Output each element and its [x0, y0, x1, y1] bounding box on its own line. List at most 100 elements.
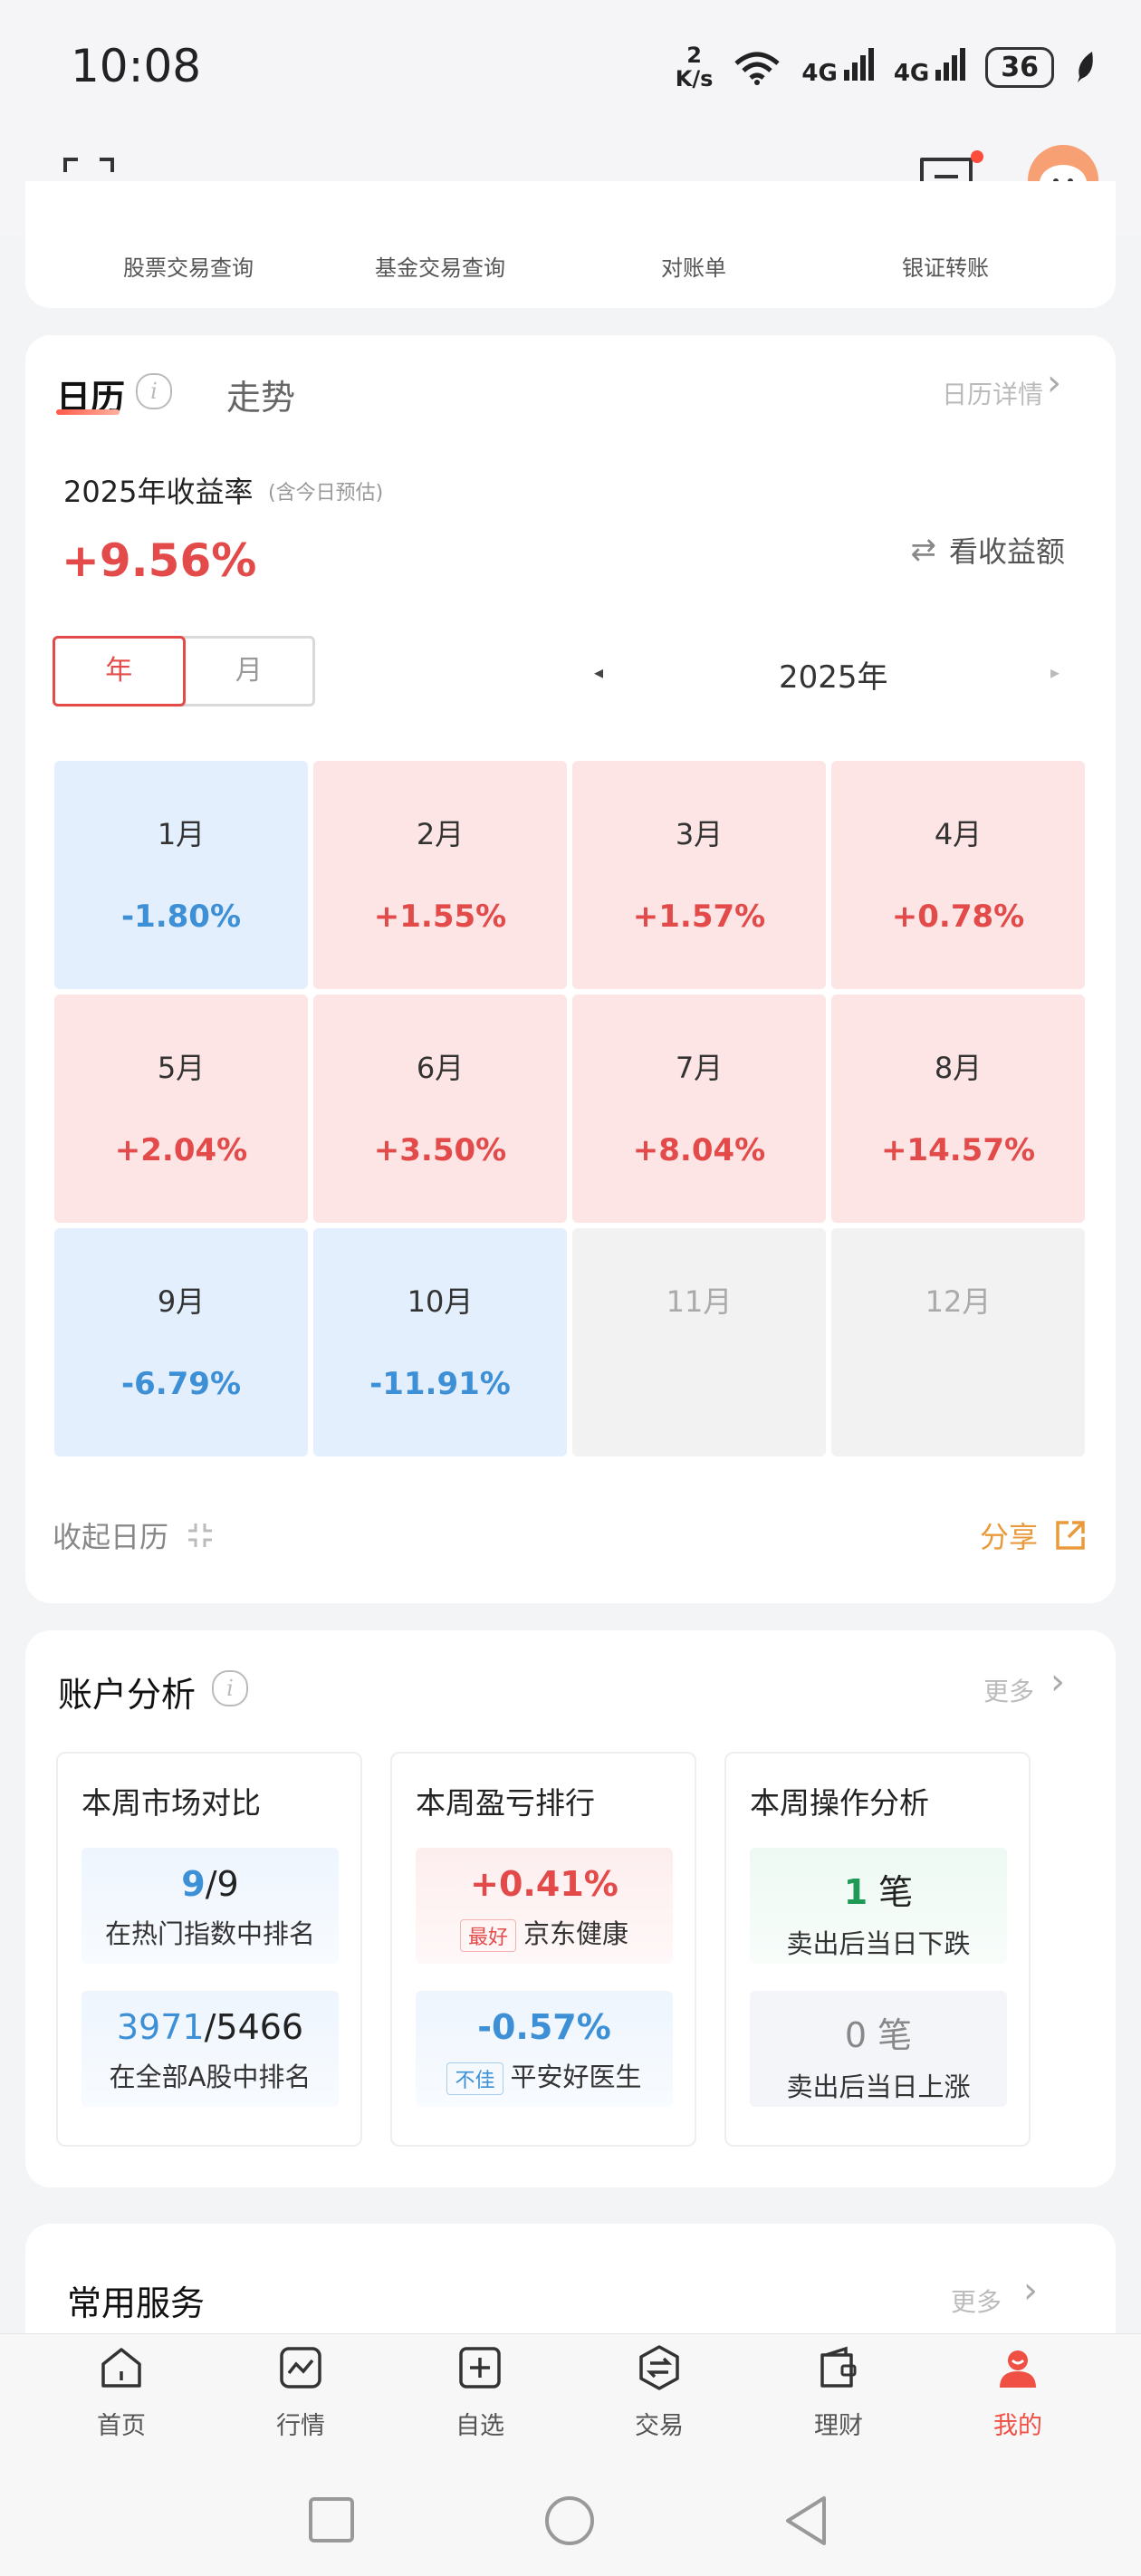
nav-trade[interactable]: 交易: [596, 2344, 723, 2441]
profile-icon: [1000, 2350, 1036, 2388]
month-label: 10月: [407, 1284, 474, 1319]
year-return-label: 2025年收益率: [63, 475, 254, 509]
tab-active-indicator: [56, 409, 120, 415]
pnl-rank-title: 本周盈亏排行: [416, 1785, 595, 1821]
month-label: 1月: [157, 817, 206, 851]
sell-then-up: 0 笔 卖出后当日上涨: [750, 1991, 1007, 2107]
nav-market[interactable]: 行情: [237, 2344, 364, 2441]
signal-bars-icon: [933, 47, 966, 87]
month-cell[interactable]: 11月: [572, 1228, 826, 1456]
month-return: -11.91%: [369, 1366, 511, 1402]
month-cell[interactable]: 10月 -11.91%: [313, 1228, 567, 1456]
calendar-detail-link[interactable]: 日历详情: [941, 380, 1043, 409]
month-cell[interactable]: 2月 +1.55%: [313, 761, 567, 989]
month-label: 2月: [416, 817, 465, 851]
segment-month[interactable]: 月: [235, 655, 263, 687]
account-more-link[interactable]: 更多: [983, 1677, 1035, 1706]
period-segment: 年 月: [53, 636, 315, 706]
month-label: 9月: [157, 1284, 206, 1319]
operation-analysis-title: 本周操作分析: [750, 1785, 929, 1821]
month-cell[interactable]: 7月 +8.04%: [572, 995, 826, 1223]
best-tag: 最好: [459, 1919, 516, 1952]
pnl-rank-card[interactable]: 本周盈亏排行 +0.41% 最好 京东健康 -0.57% 不佳 平安好医生: [390, 1752, 696, 2147]
nav-profile[interactable]: 我的: [954, 2344, 1081, 2441]
month-return: +3.50%: [373, 1132, 507, 1168]
collapse-calendar-button[interactable]: 收起日历: [53, 1514, 216, 1556]
link-bank-transfer[interactable]: 银证转账: [902, 255, 989, 281]
a-share-rank: 3971/5466 在全部A股中排名: [82, 1991, 339, 2107]
back-triangle-icon[interactable]: [782, 2494, 829, 2547]
signal-bars-icon: [841, 47, 874, 87]
market-compare-card[interactable]: 本周市场对比 9/9 在热门指数中排名 3971/5466 在全部A股中排名: [56, 1752, 362, 2147]
market-compare-title: 本周市场对比: [82, 1785, 261, 1821]
bottom-nav: [0, 2333, 1141, 2470]
chevron-right-icon[interactable]: ›: [1023, 2270, 1038, 2312]
month-cell[interactable]: 5月 +2.04%: [54, 995, 308, 1223]
month-return: -1.80%: [120, 899, 242, 935]
nav-home[interactable]: 首页: [58, 2344, 185, 2441]
exchange-icon: [639, 2345, 679, 2390]
month-cell[interactable]: 6月 +3.50%: [313, 995, 567, 1223]
nav-watchlist[interactable]: 自选: [417, 2344, 543, 2441]
chevron-right-icon[interactable]: ›: [1047, 362, 1061, 404]
month-label: 11月: [666, 1284, 733, 1319]
services-more-link[interactable]: 更多: [951, 2287, 1002, 2317]
system-nav-bar: [0, 2469, 1141, 2576]
link-stock-query[interactable]: 股票交易查询: [123, 255, 254, 281]
month-cell[interactable]: 4月 +0.78%: [831, 761, 1085, 989]
next-year-icon[interactable]: ▸: [1050, 661, 1060, 683]
year-return-value: +9.56%: [62, 534, 257, 587]
operation-analysis-card[interactable]: 本周操作分析 1 笔 卖出后当日下跌 0 笔 卖出后当日上涨: [724, 1752, 1031, 2147]
leaf-icon: [1078, 52, 1093, 82]
month-cell[interactable]: 8月 +14.57%: [831, 995, 1085, 1223]
month-label: 8月: [934, 1051, 983, 1085]
chart-icon: [280, 2347, 321, 2389]
share-icon: [1056, 1521, 1085, 1550]
tab-trend[interactable]: 走势: [226, 378, 296, 418]
share-label: 分享: [979, 1520, 1038, 1554]
sell-then-down: 1 笔 卖出后当日下跌: [750, 1848, 1007, 1964]
worst-tag: 不佳: [446, 2062, 503, 2095]
prev-year-icon[interactable]: ◂: [594, 661, 604, 683]
month-label: 12月: [925, 1284, 992, 1319]
year-return-note: (含今日预估): [268, 482, 384, 505]
best-stock: +0.41% 最好 京东健康: [416, 1848, 673, 1964]
month-cell[interactable]: 1月 -1.80%: [54, 761, 308, 989]
info-icon[interactable]: i: [136, 373, 172, 409]
plus-square-icon: [459, 2347, 501, 2389]
battery-indicator: 36: [985, 46, 1054, 88]
worst-stock: -0.57% 不佳 平安好医生: [416, 1991, 673, 2107]
signal-4g-2: 4G: [894, 47, 966, 87]
month-return: +8.04%: [632, 1132, 766, 1168]
hot-index-rank: 9/9 在热门指数中排名: [82, 1848, 339, 1964]
month-return: +1.55%: [373, 899, 507, 935]
services-title: 常用服务: [67, 2283, 206, 2323]
link-statement[interactable]: 对账单: [661, 255, 726, 281]
link-fund-query[interactable]: 基金交易查询: [375, 255, 505, 281]
account-analysis-title: 账户分析: [58, 1675, 197, 1715]
status-time: 10:08: [71, 40, 202, 92]
month-cell[interactable]: 12月: [831, 1228, 1085, 1456]
home-icon: [101, 2348, 141, 2388]
status-bar: [0, 0, 1141, 136]
nav-wealth[interactable]: 理财: [775, 2344, 902, 2441]
chevron-right-icon[interactable]: ›: [1050, 1661, 1065, 1703]
share-button[interactable]: 分享: [980, 1514, 1087, 1556]
month-return: +0.78%: [891, 899, 1025, 935]
month-cell[interactable]: 3月 +1.57%: [572, 761, 826, 989]
home-circle-icon[interactable]: [543, 2494, 596, 2547]
month-return: +1.57%: [632, 899, 766, 935]
signal-4g-1: 4G: [801, 47, 874, 87]
quick-links-card: [25, 181, 1116, 308]
month-return: -6.79%: [120, 1366, 242, 1402]
status-icons: 2 K/s 4G 4G 36: [676, 43, 1098, 91]
month-label: 7月: [675, 1051, 724, 1085]
month-grid: 1月 -1.80% 2月 +1.55% 3月 +1.57% 4月 +0.78% 5月 +2.04%…: [54, 761, 1087, 1456]
segment-year[interactable]: 年: [53, 636, 186, 706]
month-return: +14.57%: [880, 1132, 1036, 1168]
info-icon[interactable]: i: [212, 1670, 248, 1706]
recent-apps-icon[interactable]: [308, 2496, 355, 2543]
month-return: +2.04%: [114, 1132, 248, 1168]
month-cell[interactable]: 9月 -6.79%: [54, 1228, 308, 1456]
toggle-amount-button[interactable]: ⇄ 看收益额: [910, 529, 1065, 571]
